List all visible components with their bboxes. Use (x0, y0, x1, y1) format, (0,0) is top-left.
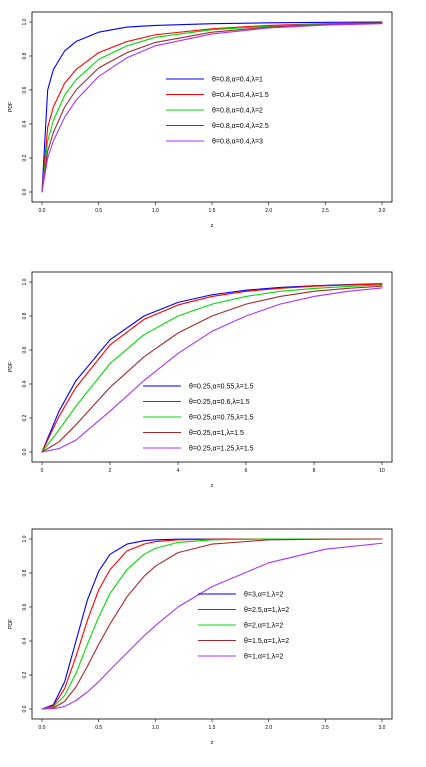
x-tick-label: 10 (379, 468, 385, 474)
series-line-1 (41, 283, 383, 453)
y-tick-label: 0.2 (22, 671, 28, 678)
series-line-1 (41, 538, 383, 710)
x-tick-label: 0.5 (95, 725, 102, 731)
legend: θ=3,α=1,λ=2 θ=2.5,α=1,λ=2 θ=2,α=1,λ=2 θ=1.5… (198, 592, 289, 661)
series-line-4 (41, 285, 383, 453)
legend-label: θ=2.5,α=1,λ=2 (244, 607, 289, 614)
x-tick-label: 2.0 (265, 208, 272, 214)
y-tick-label: 0.8 (22, 52, 28, 59)
series-line-2 (41, 22, 383, 193)
x-tick-label: 4 (177, 468, 180, 474)
series-line-5 (41, 542, 383, 710)
legend-label: θ=0.8,α=0.4,λ=2.5 (212, 123, 269, 130)
x-tick-label: 0 (41, 468, 44, 474)
plot-frame (31, 271, 393, 463)
legend-label: θ=0.25,α=0.6,λ=1.5 (189, 399, 250, 406)
x-tick-label: 1.5 (209, 208, 216, 214)
x-tick-label: 3.0 (379, 208, 386, 214)
series-line-5 (41, 23, 383, 193)
y-axis-title: PDF (8, 102, 14, 112)
y-tick-label: 0.0 (22, 448, 28, 455)
x-tick-label: 0.0 (39, 725, 46, 731)
x-tick-label: 1.0 (152, 208, 159, 214)
series-line-5 (41, 287, 383, 453)
y-tick-label: 0.8 (22, 312, 28, 319)
x-tick-label: 3.0 (379, 725, 386, 731)
x-tick-label: 0.0 (39, 208, 46, 214)
legend: θ=0.8,α=0.4,λ=1 θ=0.4,α=0.4,λ=1.5 θ=0.8,α=… (166, 77, 269, 146)
legend-label: θ=0.8,α=0.4,λ=3 (212, 139, 263, 146)
series-line-4 (41, 22, 383, 193)
legend-label: θ=1.5,α=1,λ=2 (244, 638, 289, 645)
legend-label: θ=1,α=1,λ=2 (244, 654, 283, 661)
x-tick-label: 2.5 (322, 725, 329, 731)
y-tick-label: 0.6 (22, 86, 28, 93)
y-tick-label: 0.4 (22, 380, 28, 387)
legend-label: θ=0.25,α=1,λ=1.5 (189, 430, 244, 437)
y-tick-label: 0.6 (22, 346, 28, 353)
y-axis-title: PDF (8, 619, 14, 629)
x-axis-title: z (211, 740, 214, 746)
x-tick-label: 2.5 (322, 208, 329, 214)
y-tick-label: 1.0 (22, 18, 28, 25)
legend-label: θ=3,α=1,λ=2 (244, 592, 283, 599)
legend-label: θ=0.4,α=0.4,λ=1.5 (212, 92, 269, 99)
x-tick-label: 8 (313, 468, 316, 474)
y-tick-label: 1.0 (22, 535, 28, 542)
x-tick-label: 1.0 (152, 725, 159, 731)
series-line-1 (41, 21, 383, 193)
y-tick-label: 0.0 (22, 188, 28, 195)
y-tick-label: 0.2 (22, 154, 28, 161)
legend-label: θ=0.8,α=0.4,λ=1 (212, 77, 263, 84)
series-line-2 (41, 283, 383, 453)
legend-label: θ=0.25,α=0.75,λ=1.5 (189, 415, 254, 422)
chart-panel-1: 0.0 0.5 1.0 1.5 2.0 2.5 3.0 0.0 0.2 0.4 0.6 0.8 1.0 z… (8, 11, 393, 229)
y-tick-label: 0.0 (22, 705, 28, 712)
y-axis-title: PDF (8, 362, 14, 372)
x-axis-title: z (211, 483, 214, 489)
y-tick-label: 0.4 (22, 120, 28, 127)
x-tick-label: 2.0 (265, 725, 272, 731)
y-tick-label: 0.6 (22, 603, 28, 610)
y-tick-label: 0.8 (22, 569, 28, 576)
legend-label: θ=2,α=1,λ=2 (244, 623, 283, 630)
series-line-3 (41, 538, 383, 710)
y-tick-label: 0.2 (22, 414, 28, 421)
chart-panel-2: 0 2 4 6 8 10 0.0 0.2 0.4 0.6 0.8 1.0 z PDF θ=0.25,α=0.… (8, 271, 393, 489)
x-tick-label: 1.5 (209, 725, 216, 731)
series-line-3 (41, 22, 383, 193)
series-line-2 (41, 538, 383, 710)
series-line-4 (41, 538, 383, 710)
y-tick-label: 1.0 (22, 278, 28, 285)
legend-label: θ=0.25,α=0.55,λ=1.5 (189, 384, 254, 391)
series-line-3 (41, 284, 383, 453)
chart-panel-3: 0.0 0.5 1.0 1.5 2.0 2.5 3.0 0.0 0.2 0.4 0.6 0.8 1.0 z… (8, 528, 393, 746)
legend-label: θ=0.8,α=0.4,λ=2 (212, 108, 263, 115)
x-tick-label: 0.5 (95, 208, 102, 214)
legend: θ=0.25,α=0.55,λ=1.5 θ=0.25,α=0.6,λ=1.5 θ=0… (143, 384, 254, 453)
x-axis-title: z (211, 223, 214, 229)
legend-label: θ=0.25,α=1.25,λ=1.5 (189, 446, 254, 453)
x-tick-label: 6 (245, 468, 248, 474)
y-tick-label: 0.4 (22, 637, 28, 644)
x-tick-label: 2 (109, 468, 112, 474)
